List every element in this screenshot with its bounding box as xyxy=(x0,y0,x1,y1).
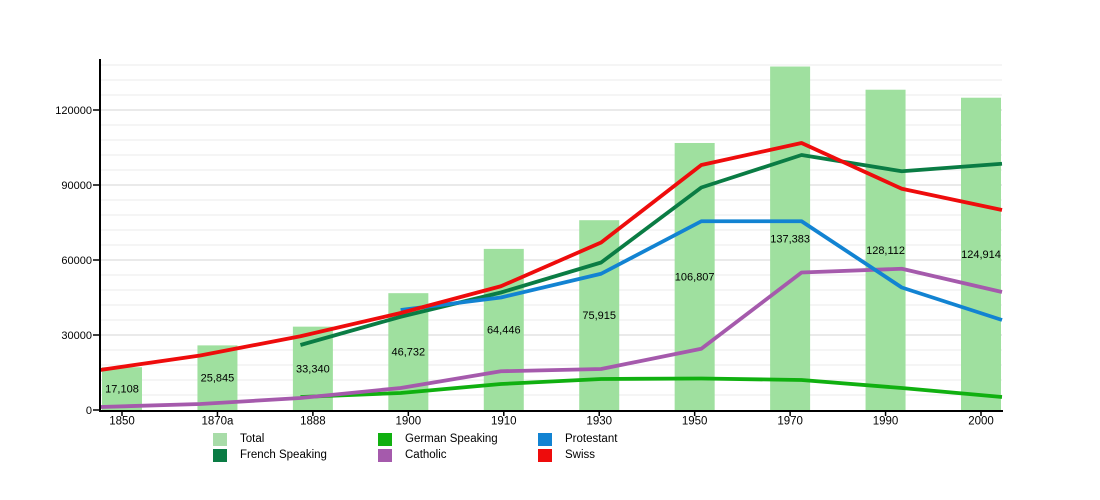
legend-swatch-total xyxy=(213,432,227,446)
x-tick-label: 1850 xyxy=(109,416,135,428)
legend-item-swiss: Swiss xyxy=(538,447,617,463)
line-swiss xyxy=(99,141,1003,372)
x-tick-label: 1888 xyxy=(300,416,326,428)
x-tick-label: 1870a xyxy=(201,416,234,428)
legend-label-german-speaking: German Speaking xyxy=(405,433,498,445)
chart-legend: Total French Speaking German Speaking Catho… xyxy=(213,431,617,463)
y-tick-label: 60000 xyxy=(61,255,92,267)
x-tick-label: 1900 xyxy=(396,416,422,428)
legend-label-swiss: Swiss xyxy=(565,449,596,461)
legend-label-protestant: Protestant xyxy=(565,433,618,445)
bar-2000 xyxy=(961,97,1001,410)
line-catholic xyxy=(99,266,1003,409)
bar-value-label: 106,807 xyxy=(675,271,715,283)
legend-item-french-speaking: French Speaking xyxy=(213,447,378,463)
legend-swatch-protestant xyxy=(538,432,552,446)
bar-value-label: 124,914 xyxy=(961,249,1001,261)
y-tick-label: 120000 xyxy=(55,105,92,117)
bar-value-label: 46,732 xyxy=(392,347,426,359)
y-tick-label: 30000 xyxy=(61,330,92,342)
line-protestant xyxy=(400,219,1003,322)
legend-item-protestant: Protestant xyxy=(538,431,617,447)
legend-label-catholic: Catholic xyxy=(405,449,447,461)
x-tick-label: 1930 xyxy=(586,416,612,428)
x-tick-label: 1910 xyxy=(491,416,517,428)
y-tick-label: 0 xyxy=(86,405,92,417)
x-tick-label: 1970 xyxy=(777,416,803,428)
bar-1990 xyxy=(865,89,906,410)
bar-1950 xyxy=(674,142,715,411)
line-german-speaking xyxy=(300,376,1003,399)
y-tick-label: 90000 xyxy=(61,180,92,192)
bar-value-label: 128,112 xyxy=(866,245,905,257)
y-axis xyxy=(99,59,101,412)
legend-swatch-catholic xyxy=(378,448,392,462)
legend-swatch-french-speaking xyxy=(213,448,227,462)
x-tick-label: 1950 xyxy=(682,416,708,428)
x-tick-label: 1990 xyxy=(873,416,899,428)
bar-1970 xyxy=(770,66,811,410)
legend-item-catholic: Catholic xyxy=(378,447,538,463)
legend-label-total: Total xyxy=(240,433,265,445)
bar-value-label: 17,108 xyxy=(105,384,139,396)
legend-item-total: Total xyxy=(213,431,378,447)
legend-item-german-speaking: German Speaking xyxy=(378,431,538,447)
line-french-speaking xyxy=(299,153,1003,347)
bar-value-label: 64,446 xyxy=(487,324,521,336)
legend-swatch-german-speaking xyxy=(378,432,392,446)
bar-value-label: 25,845 xyxy=(201,373,235,385)
legend-label-french-speaking: French Speaking xyxy=(240,449,327,461)
bar-value-label: 33,340 xyxy=(296,363,330,375)
legend-swatch-swiss xyxy=(538,448,552,462)
bar-value-label: 137,383 xyxy=(770,233,810,245)
x-tick-label: 2000 xyxy=(968,416,994,428)
bar-value-label: 75,915 xyxy=(582,310,616,322)
bar-1850 xyxy=(102,367,142,410)
x-axis xyxy=(99,410,1003,412)
